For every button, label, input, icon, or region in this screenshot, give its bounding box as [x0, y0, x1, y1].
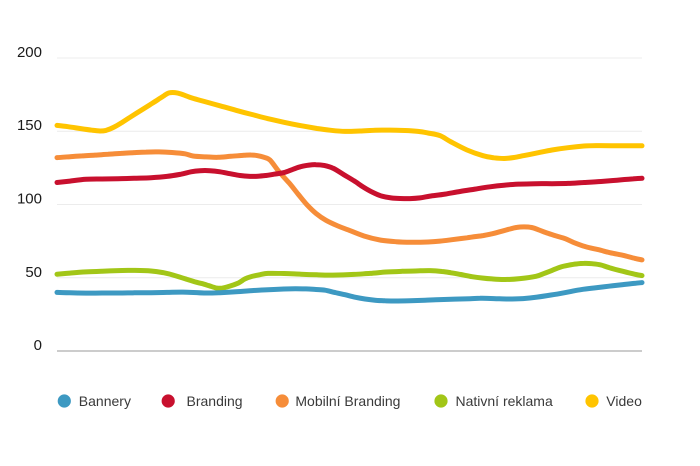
svg-text:Nativní reklama: Nativní reklama — [456, 393, 553, 409]
svg-text:100: 100 — [17, 191, 42, 208]
svg-text:200: 200 — [17, 44, 42, 61]
svg-text:Bannery: Bannery — [79, 393, 131, 409]
svg-text:50: 50 — [25, 264, 42, 281]
svg-text:0: 0 — [34, 337, 42, 354]
svg-text:Video: Video — [606, 393, 642, 409]
svg-text:Branding: Branding — [187, 393, 243, 409]
svg-text:150: 150 — [17, 117, 42, 134]
svg-text:Mobilní Branding: Mobilní Branding — [295, 393, 400, 409]
